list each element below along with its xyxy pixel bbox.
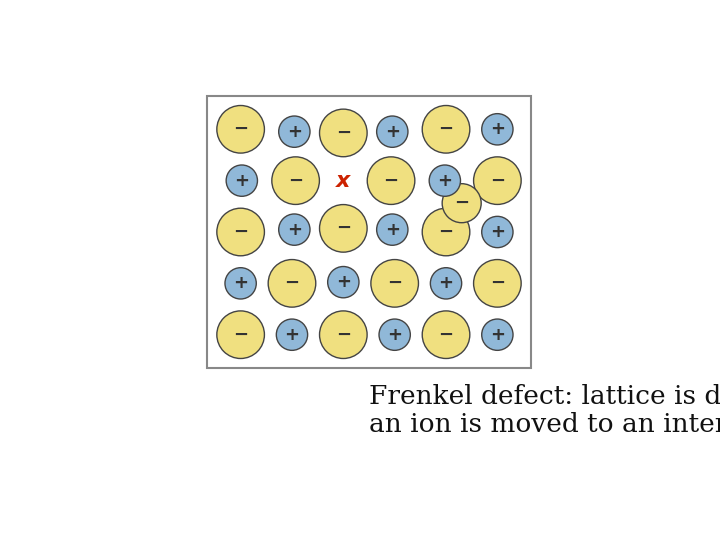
Circle shape bbox=[217, 105, 264, 153]
Text: +: + bbox=[387, 326, 402, 343]
Circle shape bbox=[482, 217, 513, 248]
Circle shape bbox=[320, 311, 367, 359]
Circle shape bbox=[279, 116, 310, 147]
Text: −: − bbox=[490, 172, 505, 190]
Text: x: x bbox=[336, 171, 351, 191]
Text: −: − bbox=[288, 172, 303, 190]
Bar bbox=[207, 96, 531, 368]
Circle shape bbox=[320, 109, 367, 157]
Text: −: − bbox=[233, 223, 248, 241]
Circle shape bbox=[225, 268, 256, 299]
Text: −: − bbox=[336, 326, 351, 343]
Circle shape bbox=[217, 311, 264, 359]
Text: −: − bbox=[384, 172, 399, 190]
Circle shape bbox=[422, 105, 470, 153]
Circle shape bbox=[328, 267, 359, 298]
Circle shape bbox=[429, 165, 461, 197]
Text: +: + bbox=[490, 326, 505, 343]
Circle shape bbox=[482, 319, 513, 350]
Text: +: + bbox=[234, 172, 249, 190]
Text: −: − bbox=[336, 219, 351, 238]
Circle shape bbox=[217, 208, 264, 256]
Text: +: + bbox=[384, 123, 400, 141]
Circle shape bbox=[226, 165, 258, 197]
Text: +: + bbox=[233, 274, 248, 292]
Circle shape bbox=[474, 260, 521, 307]
Text: −: − bbox=[284, 274, 300, 292]
Circle shape bbox=[371, 260, 418, 307]
Text: +: + bbox=[490, 120, 505, 138]
Circle shape bbox=[442, 184, 481, 222]
Circle shape bbox=[320, 205, 367, 252]
Text: −: − bbox=[233, 120, 248, 138]
Circle shape bbox=[377, 116, 408, 147]
Circle shape bbox=[422, 208, 470, 256]
Text: +: + bbox=[384, 221, 400, 239]
Circle shape bbox=[367, 157, 415, 205]
Circle shape bbox=[422, 311, 470, 359]
Text: +: + bbox=[287, 221, 302, 239]
Circle shape bbox=[431, 268, 462, 299]
Circle shape bbox=[276, 319, 307, 350]
Text: −: − bbox=[454, 194, 469, 212]
Text: −: − bbox=[438, 326, 454, 343]
Text: −: − bbox=[438, 223, 454, 241]
Circle shape bbox=[474, 157, 521, 205]
Text: Frenkel defect: lattice is distorted when: Frenkel defect: lattice is distorted whe… bbox=[369, 383, 720, 409]
Text: +: + bbox=[336, 273, 351, 291]
Circle shape bbox=[272, 157, 320, 205]
Circle shape bbox=[279, 214, 310, 245]
Text: +: + bbox=[287, 123, 302, 141]
Text: an ion is moved to an interstitial site.: an ion is moved to an interstitial site. bbox=[369, 411, 720, 437]
Circle shape bbox=[268, 260, 316, 307]
Text: +: + bbox=[437, 172, 452, 190]
Text: −: − bbox=[233, 326, 248, 343]
Text: −: − bbox=[438, 120, 454, 138]
Circle shape bbox=[377, 214, 408, 245]
Text: −: − bbox=[336, 124, 351, 142]
Circle shape bbox=[482, 113, 513, 145]
Text: −: − bbox=[490, 274, 505, 292]
Text: +: + bbox=[490, 223, 505, 241]
Text: +: + bbox=[438, 274, 454, 292]
Text: −: − bbox=[387, 274, 402, 292]
Text: +: + bbox=[284, 326, 300, 343]
Circle shape bbox=[379, 319, 410, 350]
